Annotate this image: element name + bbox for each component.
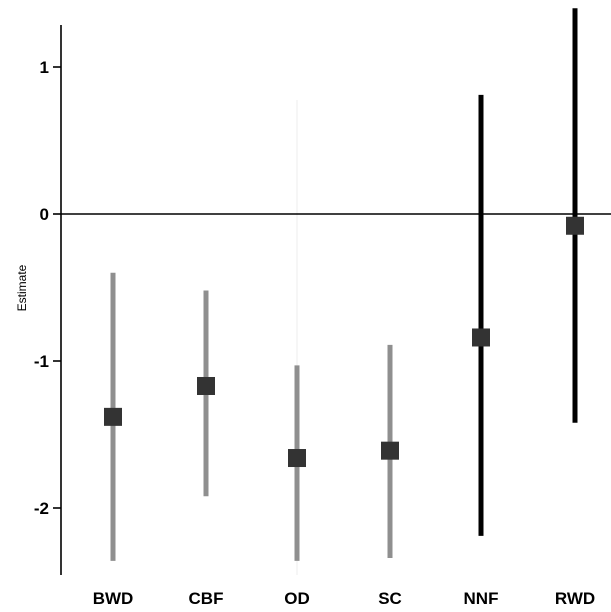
y-axis-label: Estimate (15, 264, 29, 311)
y-tick-label: -1 (34, 352, 49, 371)
estimate-marker-rwd (566, 216, 584, 235)
estimate-marker-cbf (197, 376, 215, 395)
x-category-label: CBF (189, 589, 224, 608)
estimate-marker-sc (381, 441, 399, 460)
x-category-labels: BWD CBF OD SC NNF RWD (93, 589, 595, 608)
error-bars (110, 8, 578, 561)
estimate-marker-bwd (104, 407, 122, 426)
y-tick-label: 1 (40, 58, 49, 77)
y-tick-label: -2 (34, 499, 49, 518)
x-category-label: RWD (555, 589, 595, 608)
x-category-label: NNF (464, 589, 499, 608)
x-category-label: BWD (93, 589, 134, 608)
x-category-label: OD (284, 589, 310, 608)
estimate-markers (104, 216, 584, 468)
y-tick-label: 0 (40, 205, 49, 224)
y-ticks: 1 0 -1 -2 (34, 58, 61, 518)
x-category-label: SC (378, 589, 402, 608)
estimate-marker-od (288, 449, 306, 468)
estimate-marker-nnf (472, 328, 490, 347)
